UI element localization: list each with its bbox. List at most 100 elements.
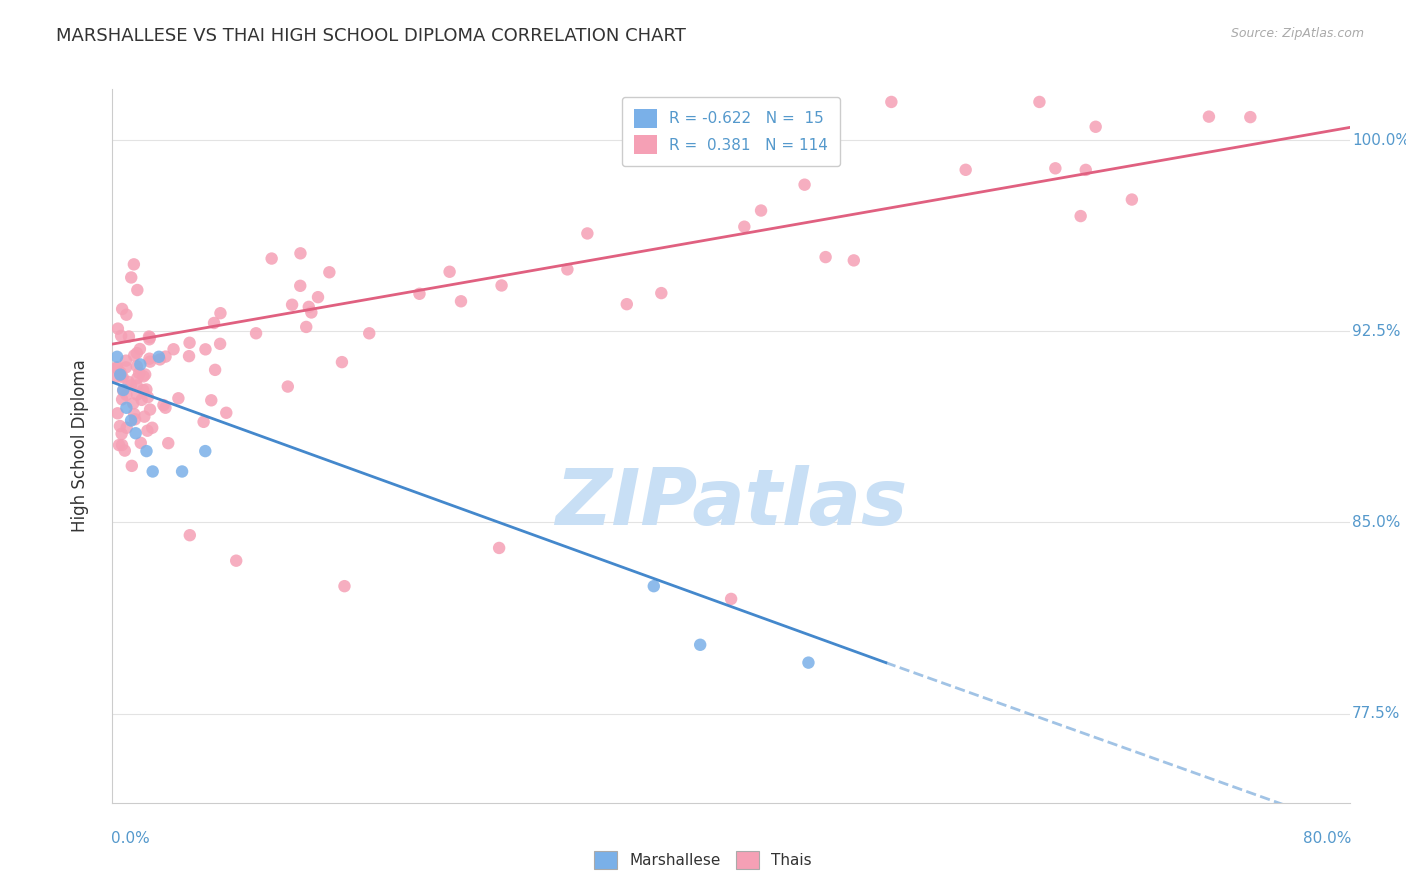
Point: [450, 294, 472, 309]
Point: [120, 270, 142, 285]
Point: [122, 349, 145, 363]
Point: [318, 265, 340, 279]
Point: [120, 413, 142, 427]
Point: [138, 329, 160, 343]
Text: ZIPatlas: ZIPatlas: [555, 465, 907, 541]
Point: [202, 316, 225, 330]
Point: [215, 406, 238, 420]
Point: [108, 419, 131, 434]
Point: [1198, 110, 1220, 124]
Point: [793, 178, 815, 192]
Point: [290, 246, 312, 260]
Point: [167, 391, 190, 405]
Point: [131, 392, 153, 407]
Point: [204, 363, 226, 377]
Legend: R = -0.622   N =  15, R =  0.381   N = 114: R = -0.622 N = 15, R = 0.381 N = 114: [621, 97, 841, 166]
Point: [488, 541, 510, 555]
Point: [281, 298, 304, 312]
Point: [115, 308, 138, 322]
Text: 80.0%: 80.0%: [1302, 831, 1351, 847]
Point: [307, 290, 329, 304]
Point: [127, 371, 149, 385]
Point: [1045, 161, 1067, 176]
Point: [333, 579, 356, 593]
Point: [172, 465, 194, 479]
Text: 0.0%: 0.0%: [111, 831, 150, 847]
Point: [842, 253, 865, 268]
Point: [118, 329, 141, 343]
Point: [557, 262, 579, 277]
Point: [120, 378, 142, 392]
Point: [408, 286, 430, 301]
Point: [277, 379, 299, 393]
Point: [298, 300, 321, 314]
Point: [110, 368, 132, 383]
Point: [125, 346, 148, 360]
Point: [1121, 193, 1143, 207]
Point: [110, 366, 132, 380]
Point: [111, 392, 134, 407]
Point: [880, 95, 903, 109]
Point: [1028, 95, 1050, 109]
Point: [132, 369, 155, 384]
Point: [139, 354, 162, 368]
Text: Source: ZipAtlas.com: Source: ZipAtlas.com: [1230, 27, 1364, 40]
Point: [152, 398, 174, 412]
Text: 77.5%: 77.5%: [1353, 706, 1400, 721]
Point: [1084, 120, 1107, 134]
Point: [1239, 110, 1261, 124]
Point: [128, 366, 150, 380]
Point: [225, 554, 247, 568]
Point: [439, 265, 461, 279]
Point: [749, 203, 772, 218]
Point: [194, 343, 217, 357]
Point: [124, 426, 148, 441]
Point: [136, 424, 159, 438]
Point: [135, 383, 157, 397]
Point: [115, 360, 138, 375]
Point: [179, 335, 201, 350]
Point: [115, 401, 138, 415]
Point: [1074, 162, 1097, 177]
Point: [122, 257, 145, 271]
Point: [139, 330, 162, 344]
Point: [114, 443, 136, 458]
Point: [132, 383, 155, 397]
Point: [359, 326, 381, 341]
Point: [733, 219, 755, 234]
Point: [134, 368, 156, 382]
Point: [125, 387, 148, 401]
Point: [122, 396, 145, 410]
Point: [330, 355, 353, 369]
Point: [111, 370, 134, 384]
Point: [115, 353, 138, 368]
Point: [260, 252, 283, 266]
Point: [162, 343, 184, 357]
Point: [115, 388, 138, 402]
Point: [491, 278, 513, 293]
Point: [245, 326, 267, 341]
Point: [290, 278, 312, 293]
Point: [135, 444, 157, 458]
Point: [121, 458, 143, 473]
Point: [127, 283, 149, 297]
Point: [134, 409, 156, 424]
Point: [105, 360, 128, 375]
Point: [129, 436, 152, 450]
Point: [124, 412, 146, 426]
Point: [155, 401, 177, 415]
Point: [105, 350, 128, 364]
Point: [115, 421, 138, 435]
Point: [129, 342, 152, 356]
Y-axis label: High School Diploma: High School Diploma: [70, 359, 89, 533]
Point: [576, 227, 599, 241]
Point: [149, 352, 172, 367]
Point: [209, 306, 232, 320]
Point: [814, 250, 837, 264]
Text: 92.5%: 92.5%: [1353, 324, 1400, 339]
Point: [177, 349, 200, 363]
Point: [136, 390, 159, 404]
Point: [179, 528, 201, 542]
Point: [142, 465, 165, 479]
Point: [155, 350, 177, 364]
